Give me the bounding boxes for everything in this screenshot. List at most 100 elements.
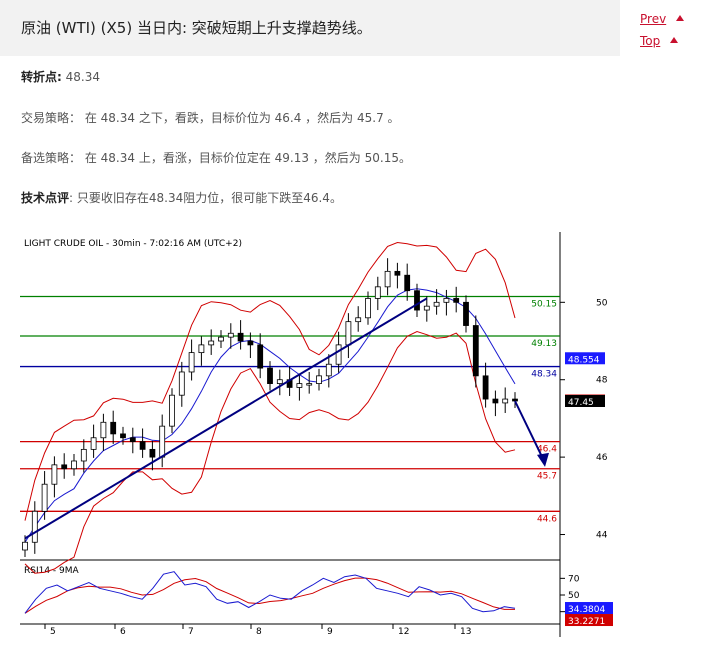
- pivot-label: 转折点:: [21, 70, 62, 84]
- candle: [463, 301, 469, 326]
- candle: [394, 270, 401, 276]
- candle: [433, 301, 440, 307]
- candle: [276, 379, 283, 384]
- arrow-down-icon: [537, 452, 549, 467]
- price-chart: LIGHT CRUDE OIL - 30min - 7:02:16 AM (UT…: [20, 232, 620, 637]
- candle: [423, 305, 430, 311]
- candle: [443, 298, 450, 303]
- candle: [188, 352, 195, 373]
- candle: [502, 398, 509, 404]
- header-bar: 原油 (WTI) (X5) 当日内: 突破短期上升支撑趋势线。: [0, 0, 620, 56]
- prev-link[interactable]: Prev: [640, 12, 685, 26]
- candle: [208, 340, 215, 346]
- candle: [100, 421, 107, 439]
- x-tick-label: 5: [50, 627, 56, 637]
- price-tag-label: 48.554: [568, 355, 600, 365]
- lower-band: [24, 330, 516, 574]
- candle: [325, 363, 332, 377]
- strategy-line: 交易策略： 在 48.34 之下，看跌，目标价位为 46.4 ，然后为 45.7…: [21, 109, 400, 126]
- candle: [22, 541, 28, 551]
- candle: [512, 398, 518, 402]
- x-tick-label: 13: [460, 627, 471, 637]
- comment-line: 技术点评: 只要收旧存在48.34阻力位，很可能下跌至46.4。: [21, 189, 342, 206]
- level-label: 44.6: [537, 514, 557, 524]
- candle: [267, 367, 273, 384]
- y-tick-label: 50: [596, 298, 608, 308]
- x-tick-label: 9: [327, 627, 333, 637]
- alt-strategy-label: 备选策略：: [21, 151, 82, 165]
- candle: [482, 375, 489, 400]
- x-tick-label: 8: [256, 627, 262, 637]
- candle: [374, 286, 381, 299]
- candle: [178, 371, 185, 396]
- candle: [129, 437, 136, 443]
- alt-strategy-text: 在 48.34 上，看涨，目标价位定在 49.13 ，然后为 50.15。: [84, 151, 411, 165]
- candle: [80, 448, 87, 462]
- comment-text: : 只要收旧存在48.34阻力位，很可能下跌至46.4。: [69, 191, 342, 205]
- candle: [384, 270, 391, 288]
- candle: [306, 383, 313, 386]
- candle: [257, 344, 264, 369]
- support-trendline: [24, 297, 428, 540]
- candle: [110, 421, 117, 435]
- rsi-tag: [565, 602, 613, 615]
- x-tick-label: 6: [120, 627, 126, 637]
- candle: [169, 394, 175, 427]
- candle: [414, 290, 420, 311]
- pivot-line: 转折点: 48.34: [21, 68, 100, 85]
- candle: [218, 336, 224, 342]
- candle: [345, 321, 352, 346]
- candle: [335, 344, 342, 365]
- rsi-ma-tag: [565, 614, 613, 627]
- rsi-label: RSI14 - 9MA: [24, 566, 80, 576]
- page-title: 原油 (WTI) (X5) 当日内: 突破短期上升支撑趋势线。: [21, 19, 372, 37]
- candle: [120, 433, 126, 439]
- candle: [149, 448, 156, 458]
- candle: [61, 464, 68, 470]
- candle: [198, 344, 205, 354]
- strategy-text: 在 48.34 之下，看跌，目标价位为 46.4 ，然后为 45.7 。: [84, 111, 400, 125]
- candle: [139, 441, 146, 450]
- price-tag-label: 47.45: [568, 398, 594, 408]
- candle: [316, 375, 322, 384]
- price-tag: [565, 352, 605, 365]
- rsi-tick-label: 70: [568, 574, 580, 584]
- x-tick-label: 7: [188, 627, 194, 637]
- candle: [31, 510, 38, 543]
- candle: [355, 317, 362, 323]
- level-label: 50.15: [531, 300, 557, 310]
- alt-strategy-line: 备选策略： 在 48.34 上，看涨，目标价位定在 49.13 ，然后为 50.…: [21, 149, 411, 166]
- comment-label: 技术点评: [21, 191, 70, 205]
- y-tick-label: 48: [596, 376, 608, 386]
- candle: [51, 464, 58, 485]
- candle: [472, 325, 479, 377]
- chart-svg: LIGHT CRUDE OIL - 30min - 7:02:16 AM (UT…: [20, 232, 620, 637]
- arrow-up-icon: [670, 37, 679, 43]
- candle: [159, 425, 166, 458]
- rsi-ma-tag-label: 33.2271: [568, 617, 605, 627]
- candle: [404, 274, 411, 292]
- arrow-up-icon: [676, 15, 685, 21]
- candle: [492, 398, 499, 404]
- x-tick-label: 12: [398, 627, 409, 637]
- candle: [90, 437, 97, 450]
- pivot-value: 48.34: [65, 70, 100, 84]
- y-tick-label: 46: [596, 453, 608, 463]
- candle: [71, 460, 77, 470]
- candle: [296, 383, 303, 388]
- candle: [227, 332, 234, 338]
- moving-average: [24, 288, 516, 543]
- candle: [453, 298, 460, 303]
- strategy-label: 交易策略：: [21, 111, 82, 125]
- level-label: 48.34: [531, 370, 557, 380]
- candle: [247, 340, 254, 346]
- projection-arrow: [514, 400, 544, 460]
- level-label: 46.4: [537, 445, 557, 455]
- rsi-tick-label: 50: [568, 591, 580, 601]
- top-link[interactable]: Top: [640, 34, 679, 48]
- candle: [365, 298, 371, 319]
- candle: [41, 483, 48, 512]
- rsi-line: [24, 571, 516, 614]
- upper-band: [24, 241, 516, 521]
- price-tag: [565, 395, 605, 407]
